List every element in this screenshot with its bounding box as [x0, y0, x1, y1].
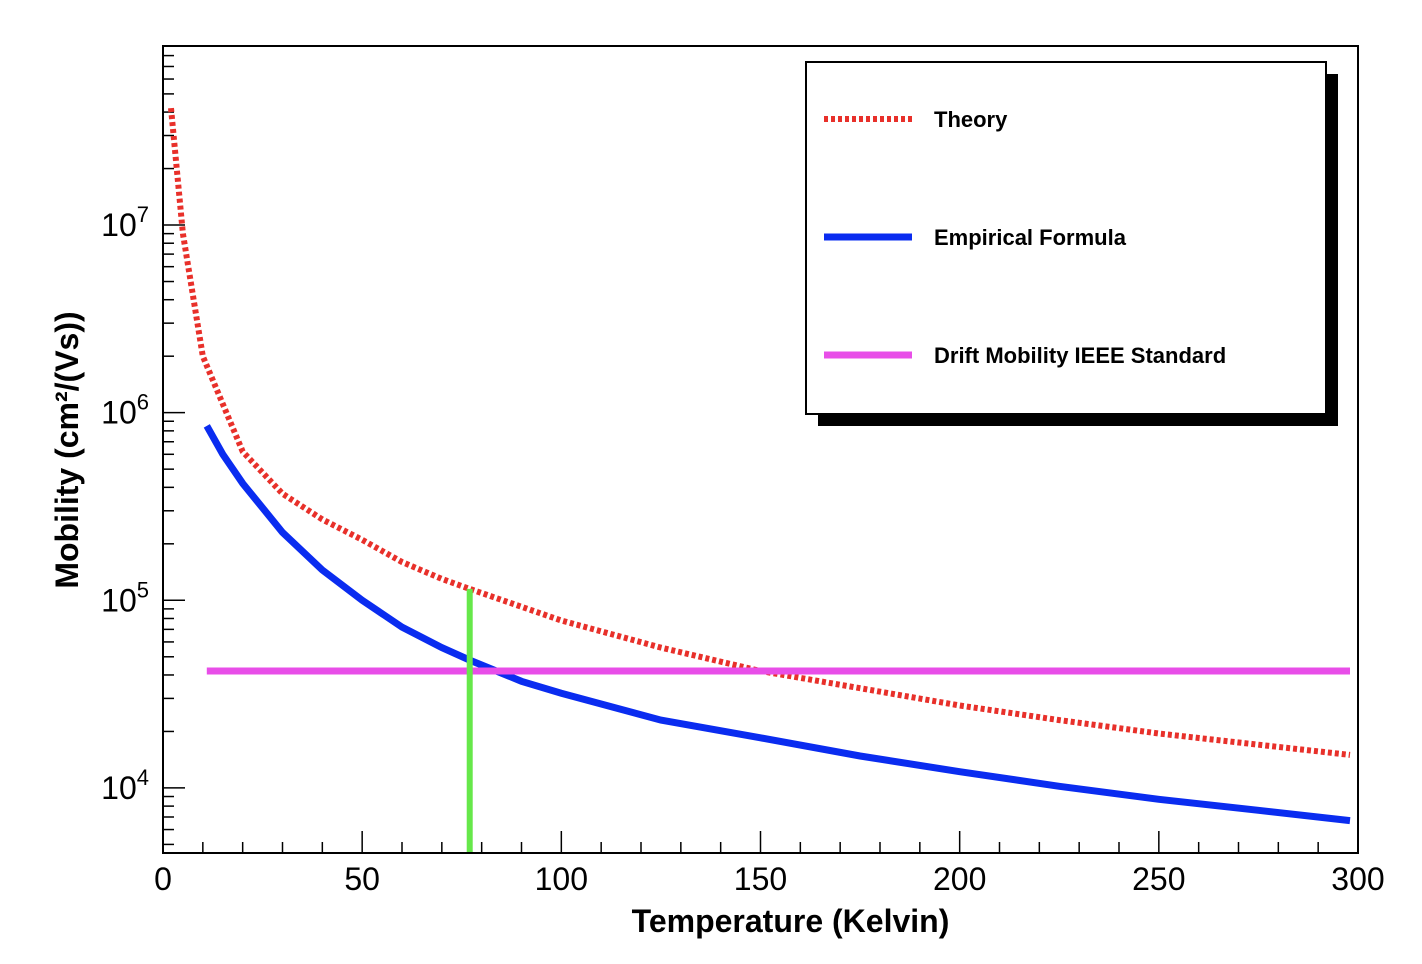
y-tick-label: 106 [101, 390, 149, 431]
x-tick-label: 250 [1132, 861, 1185, 897]
series-line [203, 424, 1351, 825]
plot-frame [162, 45, 1359, 854]
x-axis: 0 50 100 150 200 250 300 [154, 831, 1385, 897]
legend-label: Theory [934, 107, 1008, 132]
x-tick-label: 100 [535, 861, 588, 897]
y-axis: 104 105 106 107 [101, 45, 185, 846]
x-tick-label: 0 [154, 861, 172, 897]
y-tick-label: 107 [101, 202, 149, 243]
legend-label: Drift Mobility IEEE Standard [934, 343, 1226, 368]
x-tick-label: 200 [933, 861, 986, 897]
series-line [168, 107, 1351, 758]
plot-area [168, 107, 1351, 853]
x-tick-label: 50 [344, 861, 380, 897]
y-axis-title: Mobility (cm²/(Vs)) [49, 311, 85, 588]
y-tick-label: 104 [101, 765, 149, 806]
y-tick-label: 105 [101, 577, 149, 618]
x-axis-title: Temperature (Kelvin) [632, 903, 950, 939]
legend: Theory Empirical Formula Drift Mobility IE… [805, 61, 1338, 426]
x-tick-label: 300 [1331, 861, 1384, 897]
legend-label: Empirical Formula [934, 225, 1127, 250]
x-tick-label: 150 [734, 861, 787, 897]
